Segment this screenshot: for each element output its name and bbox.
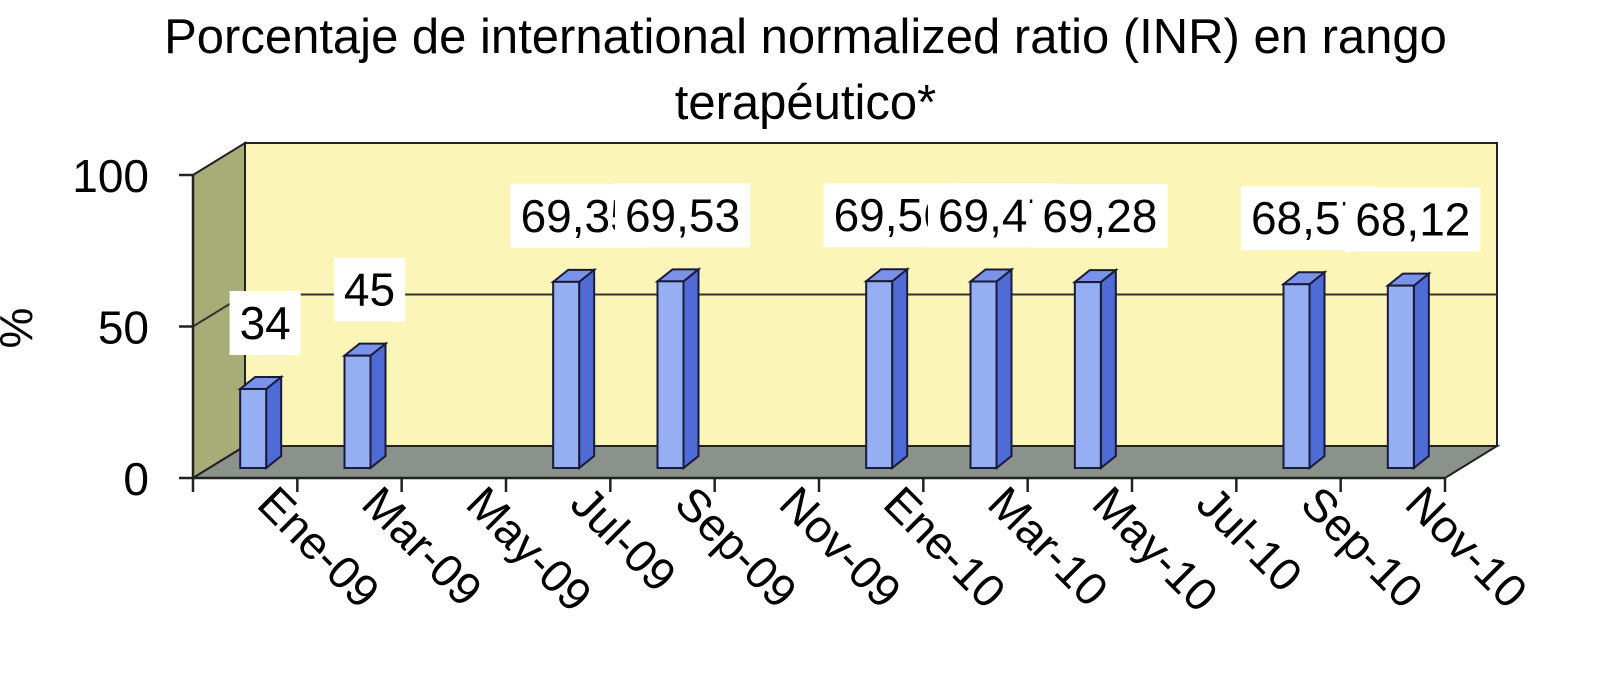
data-label: 69,28	[1042, 190, 1157, 242]
y-tick-label: 100	[72, 150, 149, 202]
bar-front	[656, 280, 685, 469]
bar-front	[1282, 283, 1311, 470]
bar	[1071, 268, 1119, 471]
data-label: 45	[344, 264, 395, 316]
bar-side	[1412, 271, 1430, 471]
chart-title: Porcentaje de international normalized r…	[0, 4, 1611, 136]
bar-side	[369, 341, 387, 471]
bar-side	[265, 374, 283, 471]
data-label-box	[1032, 184, 1168, 249]
bar-side	[1308, 270, 1326, 471]
bar	[863, 267, 911, 471]
bar-side	[578, 267, 596, 471]
bar-front	[865, 280, 894, 469]
y-tick-label: 0	[123, 453, 149, 505]
y-tick-label: 50	[98, 302, 149, 354]
data-label-box	[1345, 187, 1481, 252]
data-label-box	[333, 257, 406, 322]
bar	[967, 267, 1015, 471]
data-label-box	[614, 183, 751, 248]
data-label: 69,53	[625, 189, 740, 241]
data-label: 68,12	[1355, 194, 1470, 246]
bar-side	[891, 267, 909, 471]
bar-front	[1386, 284, 1415, 469]
bar	[237, 374, 285, 471]
bar	[550, 267, 598, 471]
bar-front	[552, 280, 581, 469]
bar	[654, 267, 702, 471]
data-label: 34	[240, 297, 291, 349]
bar-front	[1073, 281, 1102, 469]
bar-front	[969, 280, 998, 469]
chart-title-line-2: terapéutico*	[674, 76, 937, 130]
bar-side	[995, 267, 1013, 471]
bar-front	[343, 354, 372, 469]
y-axis-label: %	[0, 308, 42, 349]
bar	[341, 341, 389, 471]
bar-side	[1099, 268, 1117, 471]
bar	[1280, 270, 1328, 471]
bars	[237, 267, 1432, 471]
bar	[1384, 271, 1432, 471]
data-label-box	[229, 290, 301, 355]
chart-title-line-1: Porcentaje de international normalized r…	[164, 10, 1447, 64]
bar-front	[239, 387, 268, 470]
axes	[179, 173, 1447, 492]
bar-side	[682, 267, 700, 471]
